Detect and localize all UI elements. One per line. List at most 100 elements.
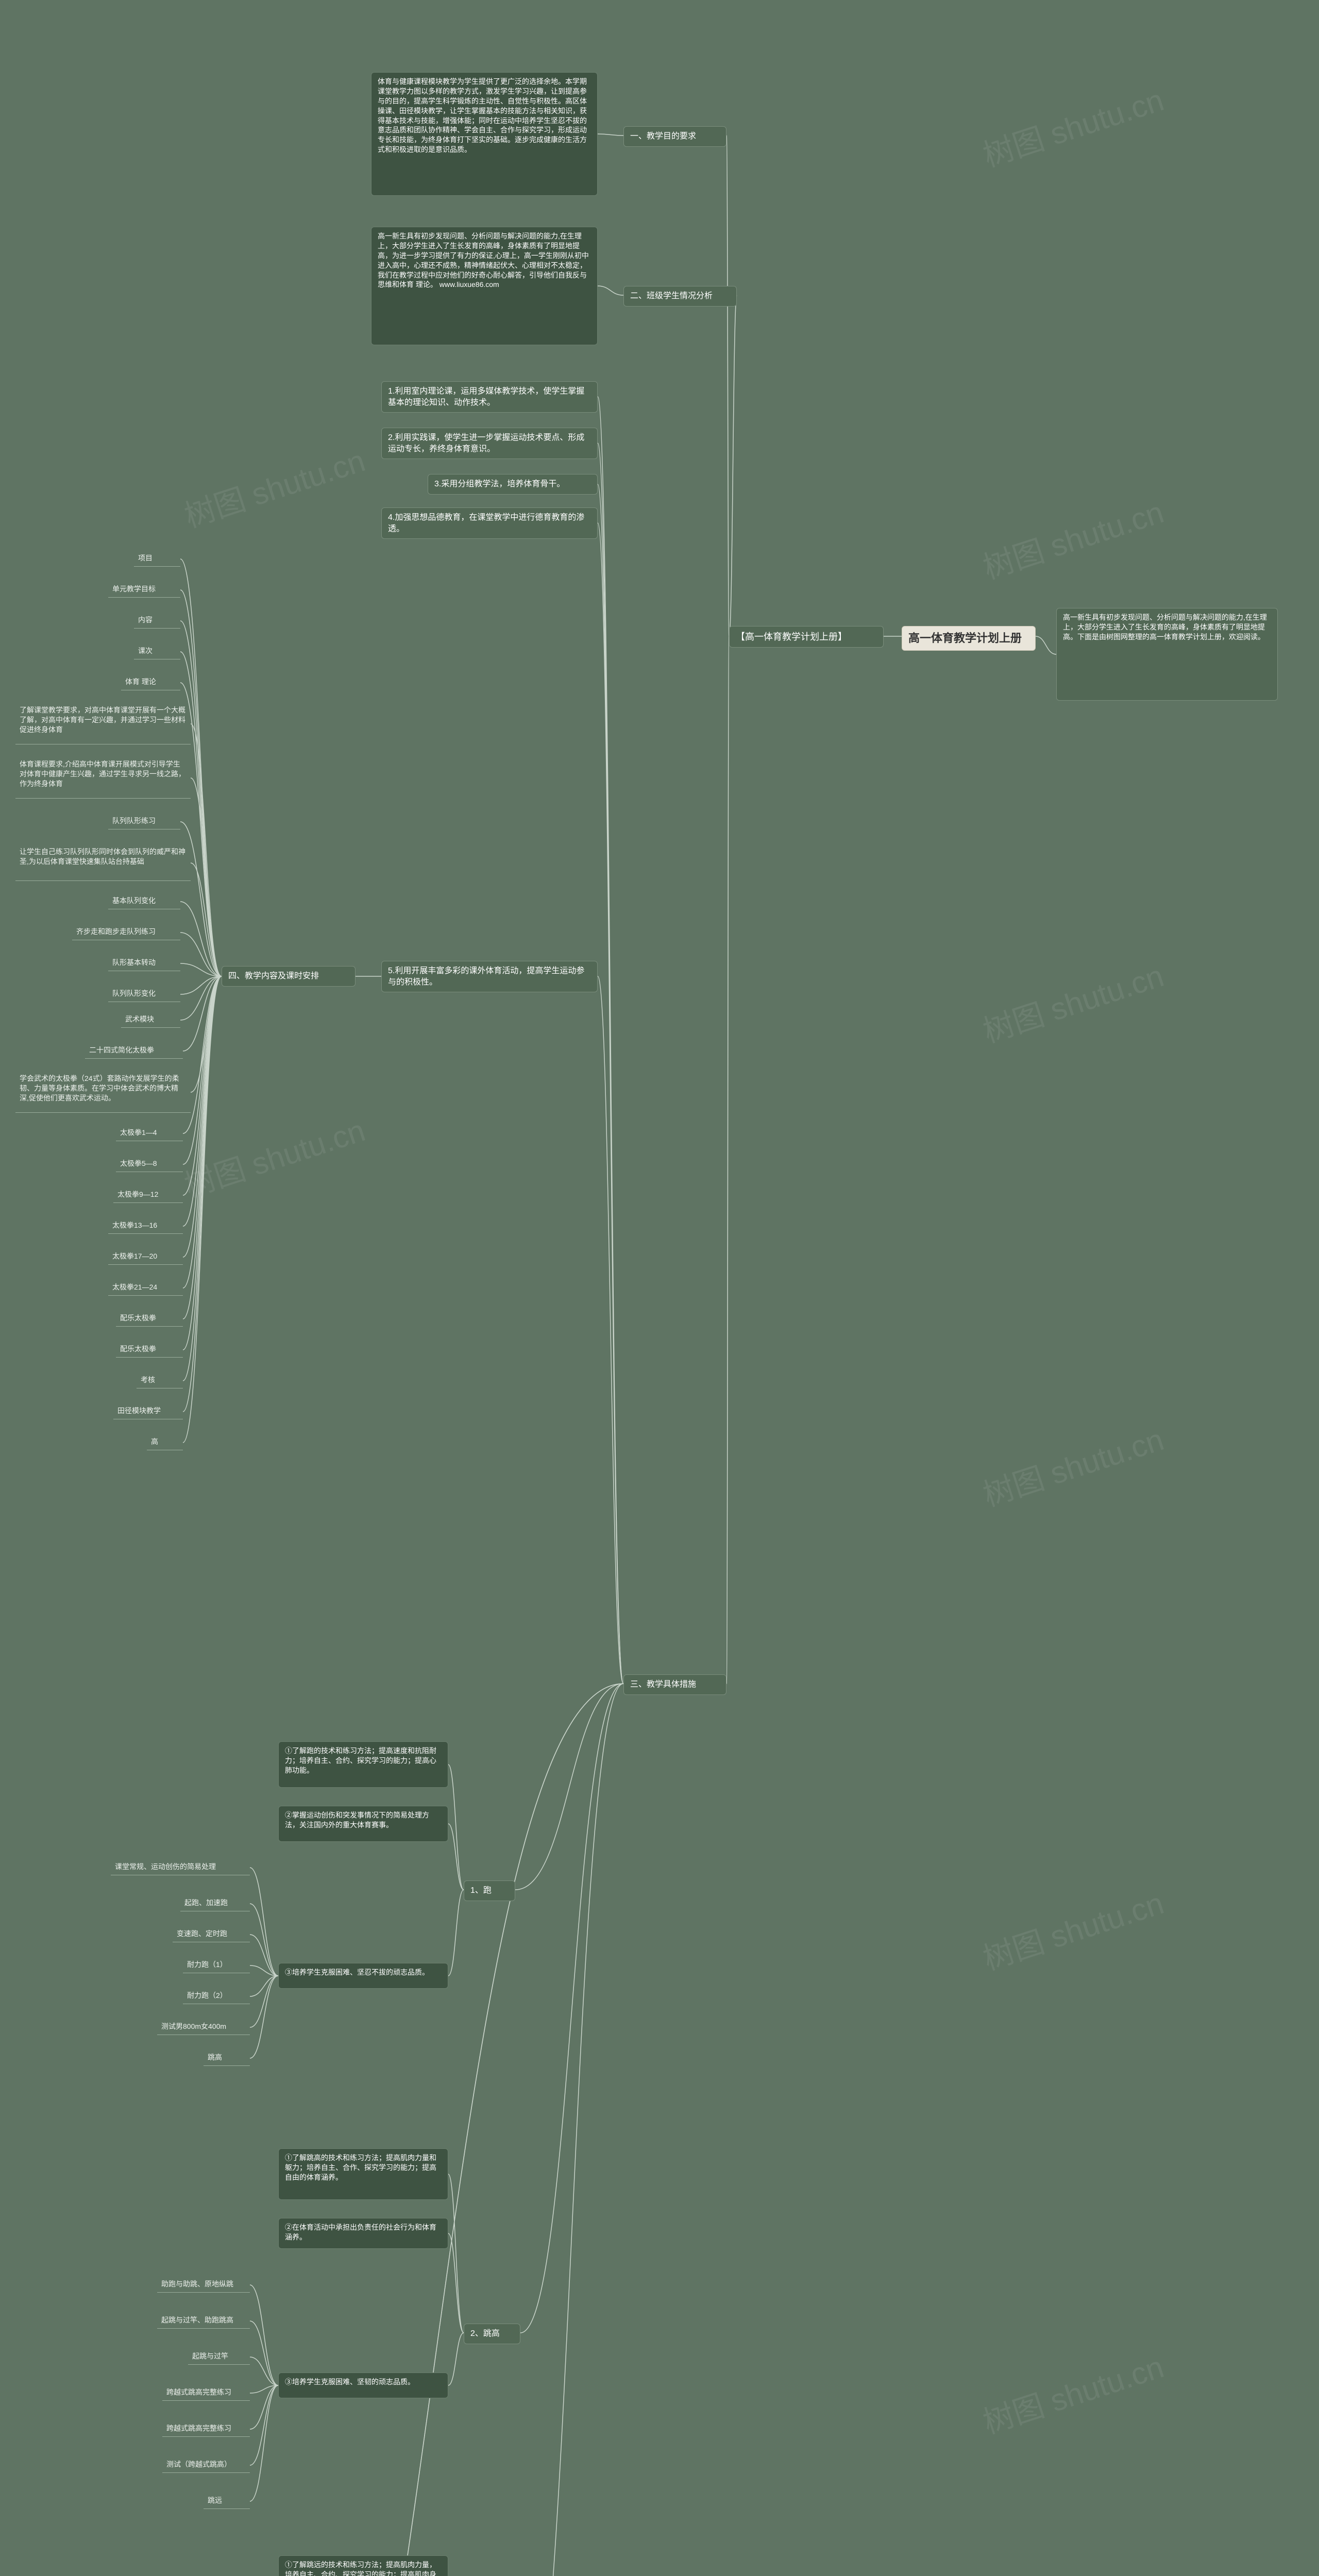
link-path [598, 443, 623, 1684]
node-rc2: 起跑、加速跑 [180, 1896, 250, 1911]
node-c_theory: 体育 理论 [121, 675, 180, 690]
node-c_taiji_goal: 学会武术的太极拳（24式）套路动作发展学生的柔韧、力量等身体素质。在学习中体会武… [15, 1072, 191, 1113]
link-path [598, 523, 623, 1684]
link-path [183, 976, 222, 1051]
watermark: 树图 shutu.cn [178, 436, 370, 536]
link-path [180, 933, 222, 976]
node-c_classno: 课次 [134, 644, 180, 659]
watermark: 树图 shutu.cn [976, 1415, 1169, 1515]
node-m3: 3.采用分组教学法，培养体育骨干。 [428, 474, 598, 495]
node-r1b: ②掌握运动创伤和突发事情况下的简易处理方法，关注国内外的重大体育赛事。 [278, 1806, 448, 1842]
node-s3: 三、教学具体措施 [623, 1674, 726, 1695]
link-path [250, 2321, 278, 2385]
link-path [448, 2333, 464, 2385]
node-m1: 1.利用室内理论课，运用多媒体教学技术，使学生掌握基本的理论知识、动作技术。 [381, 381, 598, 413]
node-c_high: 高 [147, 1435, 183, 1450]
node-r2c: ③培养学生克服困难、坚韧的顽志品质。 [278, 2372, 448, 2398]
node-r2a: ①了解跳高的技术和练习方法；提高肌肉力量和躯力；培养自主、合作、探究学习的能力；… [278, 2148, 448, 2200]
node-c_exam: 考核 [137, 1373, 183, 1388]
link-path [726, 135, 729, 636]
node-c_content: 内容 [134, 613, 180, 629]
link-path [183, 976, 222, 1381]
watermark: 树图 shutu.cn [976, 951, 1169, 1052]
link-path [250, 2285, 278, 2385]
link-path [183, 976, 222, 1257]
node-c_step: 齐步走和跑步走队列练习 [72, 925, 180, 940]
link-path [191, 778, 222, 976]
link-path [250, 1904, 278, 1976]
link-path [250, 2385, 278, 2429]
watermark: 树图 shutu.cn [976, 1878, 1169, 1979]
link-path [598, 286, 623, 295]
watermark: 树图 shutu.cn [976, 75, 1169, 176]
node-rc6: 测试男800m女400m [157, 2020, 250, 2035]
link-path [183, 976, 222, 1412]
link-path [180, 976, 222, 994]
node-r2b: ②在体育活动中承担出负责任的社会行为和体育涵养。 [278, 2218, 448, 2249]
context-note: 高一新生具有初步发现问题、分析问题与解决问题的能力,在生理上，大部分学生进入了生… [1056, 608, 1278, 701]
link-path [598, 484, 623, 1684]
link-path [250, 1935, 278, 1976]
node-c_proj: 项目 [134, 551, 180, 567]
node-c_t1: 太极拳1—4 [116, 1126, 183, 1141]
node-m4: 4.加强思想品德教育，在课堂教学中进行德育教育的渗透。 [381, 507, 598, 539]
node-jc6: 测试（跨越式跳高） [162, 2458, 250, 2473]
link-path [448, 1824, 464, 1890]
node-s1: 一、教学目的要求 [623, 126, 726, 147]
node-rc7: 跳高 [204, 2050, 250, 2066]
node-r3a: ①了解跳远的技术和练习方法；提高肌肉力量，培养自主、合约、探究学习的能力；提高肌… [278, 2555, 448, 2576]
link-path [729, 295, 737, 636]
watermark: 树图 shutu.cn [976, 2342, 1169, 2443]
node-jc2: 起跳与过竿、助跑跳高 [157, 2313, 250, 2329]
link-path [448, 1765, 464, 1890]
node-jc7: 跳远 [204, 2494, 250, 2509]
node-c_goal: 单元教学目标 [108, 582, 180, 598]
node-m2: 2.利用实践课，使学生进一步掌握运动技术要点、形成运动专长，养终身体育意识。 [381, 428, 598, 459]
node-c_music1: 配乐太极拳 [116, 1311, 183, 1327]
link-path [183, 976, 222, 1288]
node-root: 高一体育教学计划上册 [902, 626, 1036, 651]
link-path [183, 976, 222, 1443]
link-path [250, 2385, 278, 2393]
node-jc3: 起跳与过竿 [188, 2349, 250, 2365]
link-path [520, 1684, 623, 2576]
node-c_taiji: 二十四式简化太极拳 [85, 1043, 183, 1059]
link-path [1036, 636, 1056, 654]
node-c_t6: 太极拳21—24 [108, 1280, 183, 1296]
node-c_t5: 太极拳17—20 [108, 1249, 183, 1265]
node-r1: 1、跑 [464, 1880, 515, 1901]
node-s1_desc: 体育与健康课程模块教学为学生提供了更广泛的选择余地。本学期课堂教学力图以多样的教… [371, 72, 598, 196]
link-path [250, 1868, 278, 1976]
node-c_health_desc: 体育课程要求,介绍高中体育课开展模式对引导学生对体育中健康产生兴趣，通过学生寻求… [15, 757, 191, 799]
node-s2_desc: 高一新生具有初步发现问题、分析问题与解决问题的能力,在生理上，大部分学生进入了生… [371, 227, 598, 345]
node-c_section: 四、教学内容及课时安排 [222, 966, 356, 987]
link-path [183, 976, 222, 1164]
node-m5: 5.利用开展丰富多彩的课外体育活动，提高学生运动参与的积极性。 [381, 961, 598, 992]
node-jc5: 跨越式跳高完整练习 [162, 2421, 250, 2437]
node-c_tactics: 武术模块 [121, 1012, 180, 1028]
node-s2: 二、班级学生情况分析 [623, 286, 737, 307]
node-rc5: 耐力跑（2） [183, 1989, 250, 2004]
node-c_theory_desc: 了解课堂教学要求，对高中体育课堂开展有一个大概了解，对高中体育有一定兴趣，并通过… [15, 703, 191, 744]
mindmap-canvas: 树图 shutu.cn 树图 shutu.cn 树图 shutu.cn 树图 shut… [0, 0, 1319, 2576]
node-r1a: ①了解跑的技术和练习方法；提高速度和抗阻耐力；培养自主、合约、探究学习的能力；提… [278, 1741, 448, 1788]
node-r1c: ③培养学生克服困难、坚忍不拔的顽志品质。 [278, 1963, 448, 1989]
link-path [191, 724, 222, 976]
link-path [598, 397, 623, 1684]
node-jc4: 跨越式跳高完整练习 [162, 2385, 250, 2401]
node-r2: 2、跳高 [464, 2324, 520, 2344]
node-c_colqueue: 队列队形变化 [108, 987, 180, 1002]
link-path [250, 1965, 278, 1976]
node-rc4: 耐力跑（1） [183, 1958, 250, 1973]
link-path [250, 2357, 278, 2385]
link-path [726, 636, 729, 1684]
link-path [515, 1684, 623, 1890]
node-c_module: 田径模块教学 [113, 1404, 183, 1419]
link-path [520, 1684, 623, 2333]
link-layer [0, 0, 1319, 2576]
link-path [598, 976, 623, 1684]
link-path [180, 652, 222, 976]
node-c_music2: 配乐太极拳 [116, 1342, 183, 1358]
link-path [191, 976, 222, 1092]
link-path [180, 976, 222, 1020]
